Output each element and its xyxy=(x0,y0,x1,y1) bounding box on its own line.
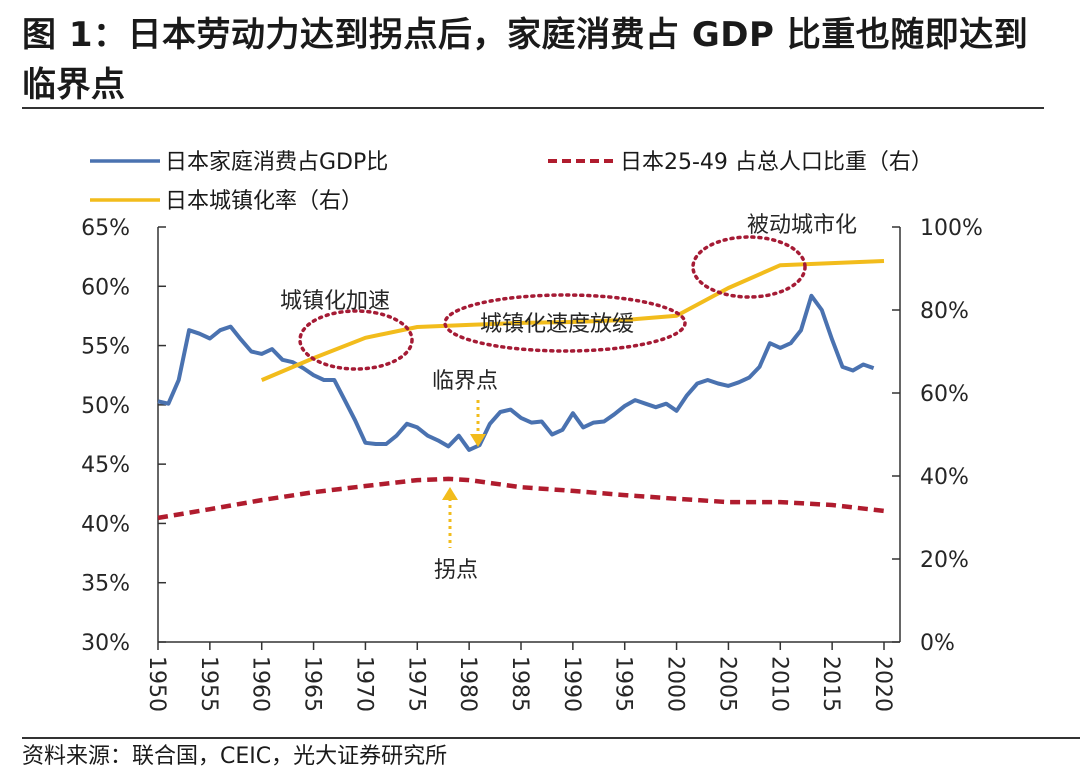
series-working-age-line xyxy=(157,476,885,521)
right-tick-label: 60% xyxy=(920,382,969,407)
x-tick-label: 2020 xyxy=(870,656,895,712)
annotation-label-critical: 临界点 xyxy=(432,369,498,394)
x-tick-label: 2005 xyxy=(714,656,739,712)
x-tick-label: 1955 xyxy=(196,656,221,712)
left-tick-label: 35% xyxy=(81,572,130,597)
annotation-ellipse-accel xyxy=(298,309,414,371)
left-tick-label: 45% xyxy=(81,453,130,478)
right-tick-label: 20% xyxy=(920,548,969,573)
figure-title-line1: 图 1：日本劳动力达到拐点后，家庭消费占 GDP 比重也随即达到 xyxy=(22,15,1029,55)
annotation-ellipse-passive xyxy=(691,235,807,299)
legend-label-working-age: 日本25-49 占总人口比重（右） xyxy=(620,150,933,175)
right-tick-label: 100% xyxy=(920,216,983,241)
right-tick-label: 0% xyxy=(920,631,955,656)
x-tick-label: 1985 xyxy=(507,656,532,712)
x-tick-label: 1975 xyxy=(403,656,428,712)
series-urbanization-line xyxy=(260,259,885,382)
annotation-label-slow: 城镇化速度放缓 xyxy=(480,312,634,337)
legend-label-consumption: 日本家庭消费占GDP比 xyxy=(165,150,388,175)
x-tick-label: 1990 xyxy=(559,656,584,712)
annotation-label-turning: 拐点 xyxy=(434,558,478,583)
left-tick-label: 40% xyxy=(81,512,130,537)
x-tick-label: 2010 xyxy=(766,656,791,712)
x-axis-ticks: 1950 1955 1960 1965 1970 1975 1980 1985 1990 1995… xyxy=(144,642,895,712)
series-consumption-line xyxy=(157,293,875,452)
title-divider xyxy=(22,107,1044,109)
figure-title: 图 1：日本劳动力达到拐点后，家庭消费占 GDP 比重也随即达到 临界点 xyxy=(22,10,1062,110)
legend: 日本家庭消费占GDP比 日本25-49 占总人口比重（右） 日本城镇化率（右） xyxy=(90,150,933,214)
right-axis-ticks: 0% 20% 40% 60% 80% 100% xyxy=(892,216,983,656)
x-tick-label: 2015 xyxy=(818,656,843,712)
x-tick-label: 1995 xyxy=(611,656,636,712)
annotation-arrow-critical-head xyxy=(470,434,486,447)
source-note: 资料来源：联合国，CEIC，光大证券研究所 xyxy=(22,744,448,769)
x-tick-label: 1960 xyxy=(248,656,273,712)
x-tick-label: 1980 xyxy=(455,656,480,712)
series-layer xyxy=(157,259,885,521)
axes xyxy=(157,227,901,643)
annotation-label-passive: 被动城市化 xyxy=(747,213,857,238)
x-tick-label: 1950 xyxy=(144,656,169,712)
x-tick-label: 1970 xyxy=(351,656,376,712)
left-tick-label: 30% xyxy=(81,631,130,656)
source-divider xyxy=(22,737,1080,739)
left-tick-label: 50% xyxy=(81,394,130,419)
right-tick-label: 80% xyxy=(920,299,969,324)
left-axis-ticks: 30% 35% 40% 45% 50% 55% 60% 65% xyxy=(81,216,166,656)
left-tick-label: 60% xyxy=(81,275,130,300)
left-tick-label: 65% xyxy=(81,216,130,241)
annotations: 城镇化加速 城镇化速度放缓 被动城市化 临界点 拐点 xyxy=(280,213,857,583)
annotation-label-accel: 城镇化加速 xyxy=(280,289,390,314)
annotation-ellipse-slow xyxy=(443,293,687,353)
annotation-arrow-turning-head xyxy=(442,487,458,500)
x-tick-label: 1965 xyxy=(300,656,325,712)
right-tick-label: 40% xyxy=(920,465,969,490)
figure-title-line2: 临界点 xyxy=(22,65,126,105)
x-tick-label: 2000 xyxy=(663,656,688,712)
left-tick-label: 55% xyxy=(81,335,130,360)
legend-label-urbanization: 日本城镇化率（右） xyxy=(165,189,363,214)
